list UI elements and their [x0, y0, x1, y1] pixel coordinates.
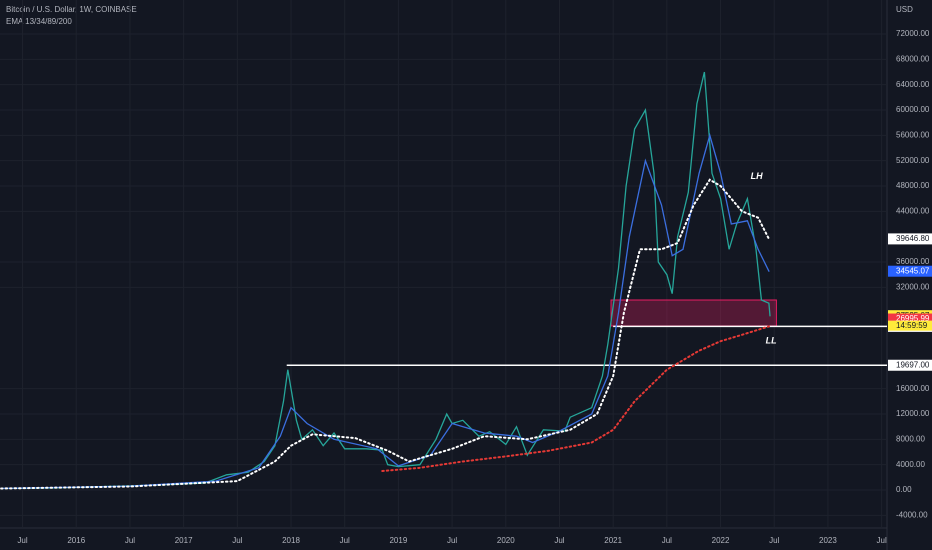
x-tick-label: Jul: [125, 536, 135, 545]
y-tick-label: 72000.00: [896, 29, 930, 38]
y-tick-label: 68000.00: [896, 54, 930, 63]
y-tick-label: 44000.00: [896, 206, 930, 215]
y-tick-label: 64000.00: [896, 80, 930, 89]
y-tick-label: 60000.00: [896, 105, 930, 114]
x-tick-label: 2016: [67, 536, 85, 545]
x-tick-label: Jul: [340, 536, 350, 545]
x-tick-label: 2018: [282, 536, 300, 545]
series-line: [0, 132, 770, 490]
price-tag: [888, 313, 932, 325]
series-line: [0, 71, 771, 490]
countdown-box: [888, 320, 932, 331]
price-tag: [888, 233, 932, 245]
price-tag: [888, 265, 932, 277]
x-tick-label: 2017: [175, 536, 193, 545]
y-tick-label: 12000.00: [896, 409, 930, 418]
indicator-label: EMA 13/34/89/200: [6, 17, 72, 26]
annotation: LL: [766, 336, 777, 346]
y-tick-label: 56000.00: [896, 130, 930, 139]
x-tick-label: 2022: [712, 536, 730, 545]
y-tick-label: 52000.00: [896, 156, 930, 165]
x-tick-label: Jul: [554, 536, 564, 545]
series-line: [0, 178, 770, 490]
x-tick-label: 2019: [389, 536, 407, 545]
x-tick-label: 2020: [497, 536, 515, 545]
x-tick-label: 2021: [604, 536, 622, 545]
y-tick-label: 36000.00: [896, 257, 930, 266]
chart-title: Bitcoin / U.S. Dollar, 1W, COINBASE: [6, 5, 137, 14]
y-tick-label: 8000.00: [896, 434, 925, 443]
y-axis-label: USD: [896, 5, 913, 14]
annotation: LH: [751, 171, 763, 181]
series-line: [381, 325, 770, 472]
x-tick-label: Jul: [877, 536, 887, 545]
price-tag-label: 26995.99: [896, 314, 930, 323]
x-tick-label: Jul: [232, 536, 242, 545]
y-tick-label: 4000.00: [896, 460, 925, 469]
price-tag-label: 34545.07: [896, 266, 930, 275]
price-tag-label: 39646.80: [896, 234, 930, 243]
countdown: 14:59:59: [896, 321, 928, 330]
x-tick-label: 2023: [819, 536, 837, 545]
support-zone: [610, 299, 777, 327]
price-tag-label: 19697.00: [896, 360, 930, 369]
y-tick-label: 0.00: [896, 485, 912, 494]
y-tick-label: 16000.00: [896, 384, 930, 393]
y-tick-label: 48000.00: [896, 181, 930, 190]
y-tick-label: 32000.00: [896, 282, 930, 291]
x-tick-label: Jul: [17, 536, 27, 545]
y-tick-label: -4000.00: [896, 510, 928, 519]
price-tag: [888, 359, 932, 371]
x-tick-label: Jul: [769, 536, 779, 545]
x-tick-label: Jul: [662, 536, 672, 545]
x-tick-label: Jul: [447, 536, 457, 545]
